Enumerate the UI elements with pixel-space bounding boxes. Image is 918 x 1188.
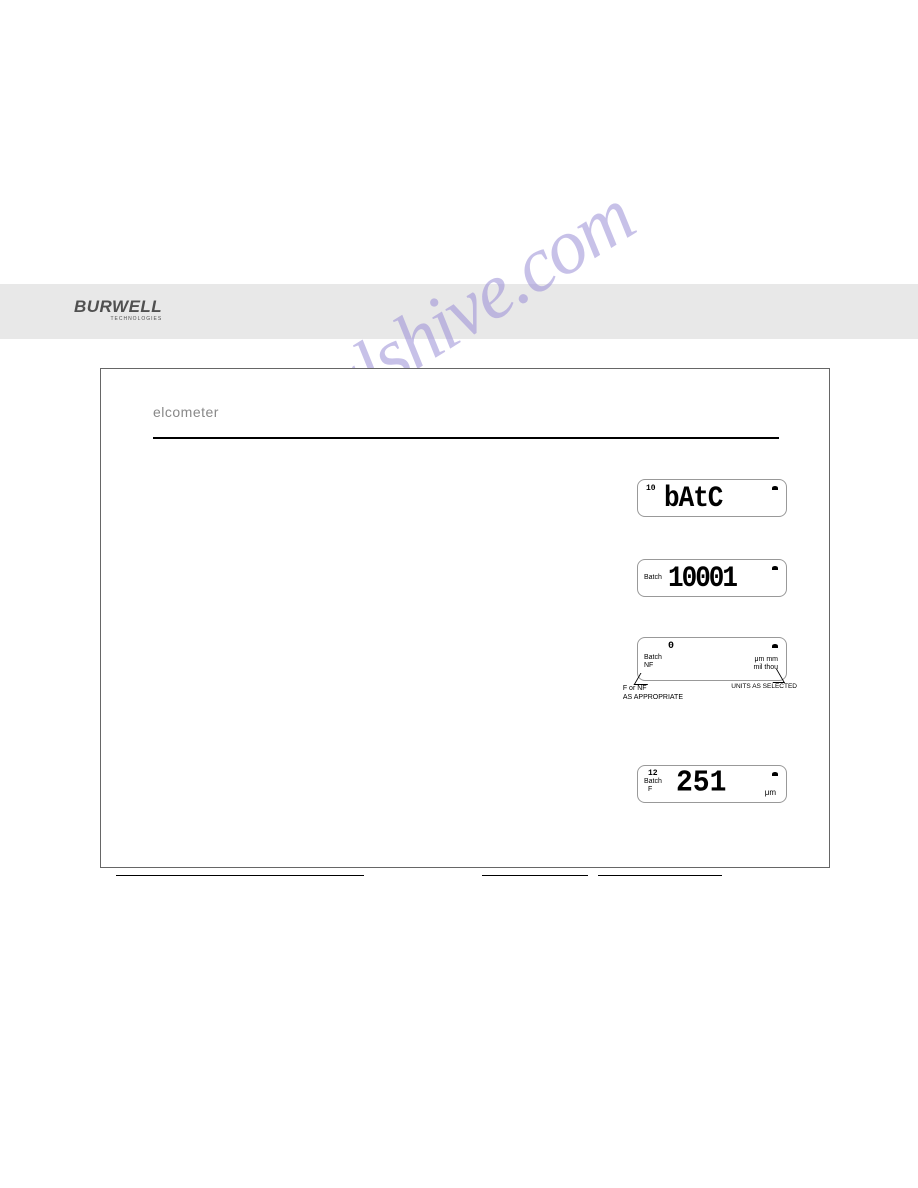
caption-left <box>116 875 364 876</box>
lcd2-main: 10001 <box>668 561 736 596</box>
lcd3-indicator-icon <box>772 644 778 648</box>
lcd-panel-batch-number: Batch 10001 <box>637 559 787 597</box>
lcd3-caption-left-line1: F or NF <box>623 684 683 693</box>
lcd3-caption-right: UNITS AS SELECTED <box>731 683 797 690</box>
lcd2-indicator-icon <box>772 566 778 570</box>
lcd1-index: 10 <box>646 484 656 493</box>
lcd3-caption-left-line2: AS APPROPRIATE <box>623 693 683 702</box>
lcd4-batch-label: Batch <box>644 778 662 785</box>
lcd3-caption-left: F or NF AS APPROPRIATE <box>623 684 683 702</box>
caption-left-rule <box>116 875 364 876</box>
lcd1-main: bAtC <box>664 481 722 516</box>
lcd1-indicator-icon <box>772 486 778 490</box>
page-divider <box>153 437 779 439</box>
lcd4-index: 12 <box>648 769 658 778</box>
brand-label: elcometer <box>153 404 219 420</box>
logo-main-text: BURWELL <box>74 297 162 317</box>
lcd4-f-label: F <box>648 786 652 793</box>
manual-page-frame: elcometer 10 bAtC Batch 10001 0 Batch NF… <box>100 368 830 868</box>
lcd2-batch-label: Batch <box>644 574 662 581</box>
lcd-panel-units: 0 Batch NF μm mm mil thou <box>637 637 787 681</box>
lcd3-batch-label: Batch <box>644 654 662 661</box>
lcd-panel-reading: 12 Batch F 251 μm <box>637 765 787 803</box>
lcd4-unit: μm <box>765 788 776 797</box>
caption-right-rule-2 <box>598 875 722 876</box>
lcd3-units-line1: μm mm <box>753 656 778 664</box>
lcd4-main: 251 <box>676 766 726 800</box>
lcd3-nf-label: NF <box>644 662 653 669</box>
caption-right <box>448 875 828 876</box>
burwell-logo: BURWELL TECHNOLOGIES <box>74 297 162 322</box>
lcd-panel-batc: 10 bAtC <box>637 479 787 517</box>
lcd4-indicator-icon <box>772 772 778 776</box>
caption-right-rule-1 <box>482 875 588 876</box>
lcd3-top-digit: 0 <box>668 641 674 652</box>
